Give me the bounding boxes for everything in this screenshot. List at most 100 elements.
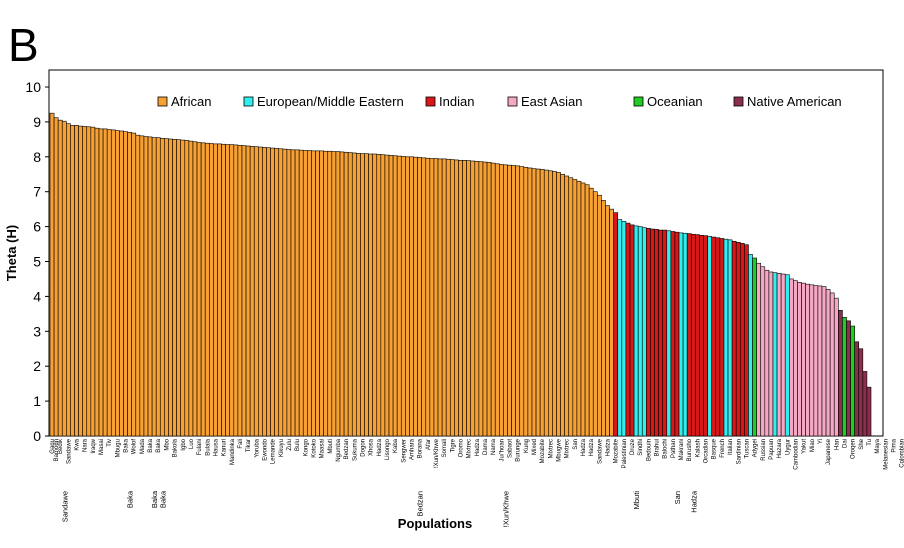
- population-label: Druze: [630, 438, 636, 455]
- population-label: Luo: [189, 438, 195, 449]
- bar: [637, 226, 643, 437]
- bar: [699, 235, 704, 437]
- population-label: Bakola: [173, 438, 179, 457]
- bar: [53, 117, 59, 437]
- legend-label: East Asian: [521, 94, 582, 109]
- population-label: Sandawe: [597, 438, 603, 464]
- bar: [776, 273, 782, 437]
- population-label: Kongo: [303, 438, 309, 456]
- y-tick-label: 3: [33, 323, 41, 339]
- y-axis-title: Theta (H): [4, 225, 19, 281]
- population-label: Bulala: [205, 438, 211, 455]
- population-label: Bulu: [295, 439, 301, 451]
- legend-swatch: [243, 96, 254, 107]
- population-label: Orcadian: [704, 439, 710, 463]
- bar: [445, 158, 451, 437]
- bar: [110, 129, 116, 437]
- population-label: Gagu: [50, 439, 56, 454]
- population-label: Hadza: [606, 438, 612, 456]
- population-label: Mixtrec: [565, 439, 571, 458]
- bar: [498, 164, 504, 437]
- population-label: Basque: [712, 438, 718, 459]
- bar: [376, 154, 382, 437]
- population-label: Pathan: [671, 439, 677, 458]
- population-label: Oromo: [459, 438, 465, 457]
- population-label-prominent: Baka: [126, 490, 135, 508]
- bars-group: [49, 112, 872, 437]
- bar: [49, 112, 55, 437]
- bar: [119, 130, 124, 437]
- population-label: Dogon: [360, 439, 366, 457]
- bar: [184, 140, 190, 437]
- bar: [400, 156, 406, 437]
- bar: [629, 224, 635, 437]
- bar: [266, 147, 271, 437]
- bar: [650, 228, 655, 437]
- bar: [405, 156, 410, 437]
- population-label: Mbuti: [328, 439, 334, 454]
- bar: [617, 219, 623, 437]
- bar: [817, 285, 823, 437]
- legend-swatch: [733, 96, 744, 107]
- bar: [646, 228, 651, 437]
- bar: [282, 148, 288, 437]
- bar: [535, 168, 541, 437]
- bar: [347, 152, 353, 437]
- bar: [172, 139, 177, 437]
- population-label: Melanesian: [883, 439, 889, 470]
- population-label: Masai: [99, 439, 105, 455]
- legend-label: Indian: [439, 94, 474, 109]
- population-label: Baka: [148, 438, 154, 452]
- bar: [511, 165, 516, 437]
- bar: [854, 341, 860, 437]
- population-label: Brahui: [655, 439, 661, 456]
- bar: [421, 157, 427, 437]
- y-tick-label: 4: [33, 288, 41, 304]
- bar: [793, 280, 798, 437]
- bar: [801, 282, 806, 437]
- bar: [147, 136, 153, 437]
- bar: [784, 274, 790, 437]
- bar: [462, 159, 467, 437]
- bar: [752, 257, 757, 437]
- bar: [838, 310, 843, 437]
- bar: [66, 123, 71, 437]
- bar: [196, 142, 202, 437]
- bar: [727, 239, 733, 437]
- population-label: Yoruba: [254, 438, 260, 457]
- population-label: Bedouin: [646, 439, 652, 461]
- population-label: Tiv: [107, 439, 113, 447]
- population-label: Ewondo: [262, 438, 268, 460]
- population-label: Somali: [442, 439, 448, 457]
- bar: [209, 143, 214, 437]
- bar: [384, 154, 390, 437]
- bar: [143, 136, 149, 437]
- population-label: Hadza: [475, 438, 481, 456]
- population-label-prominent: Bedzan: [416, 491, 425, 516]
- population-label: Mixtrec: [548, 439, 554, 458]
- bar: [331, 151, 337, 437]
- bar: [106, 129, 112, 437]
- bar: [70, 125, 75, 437]
- bar: [380, 154, 386, 437]
- x-axis-title: Populations: [398, 516, 472, 531]
- bar: [756, 262, 762, 437]
- bar: [662, 229, 668, 437]
- bar: [605, 205, 610, 437]
- bar: [213, 143, 218, 437]
- bar: [523, 166, 529, 437]
- population-label: Hadza: [581, 438, 587, 456]
- bar: [601, 200, 606, 437]
- y-tick-label: 7: [33, 184, 41, 200]
- bar: [588, 187, 594, 437]
- population-label: Ju/'hoan: [499, 439, 505, 462]
- bar: [253, 146, 259, 437]
- population-label: Palestinian: [622, 439, 628, 468]
- bar: [441, 158, 447, 437]
- bar: [613, 212, 619, 437]
- y-tick-label: 0: [33, 428, 41, 444]
- population-label: Japanese: [826, 438, 832, 465]
- bar: [866, 386, 872, 437]
- bar: [633, 225, 639, 437]
- bar: [470, 160, 476, 437]
